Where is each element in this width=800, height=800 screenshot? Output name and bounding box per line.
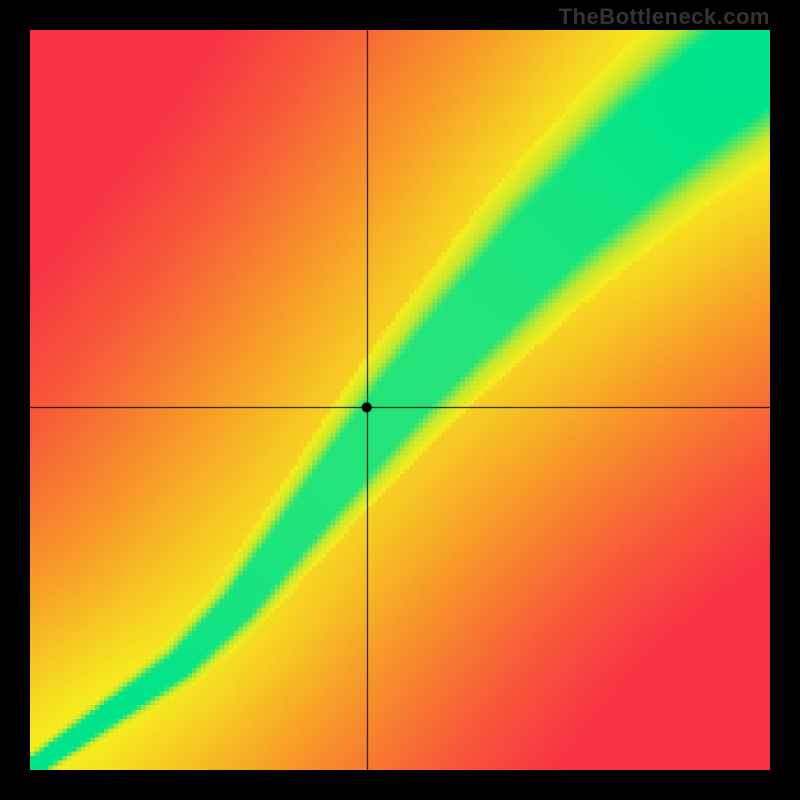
bottleneck-heatmap [30,30,770,770]
watermark-text: TheBottleneck.com [559,4,770,30]
chart-frame: TheBottleneck.com [0,0,800,800]
